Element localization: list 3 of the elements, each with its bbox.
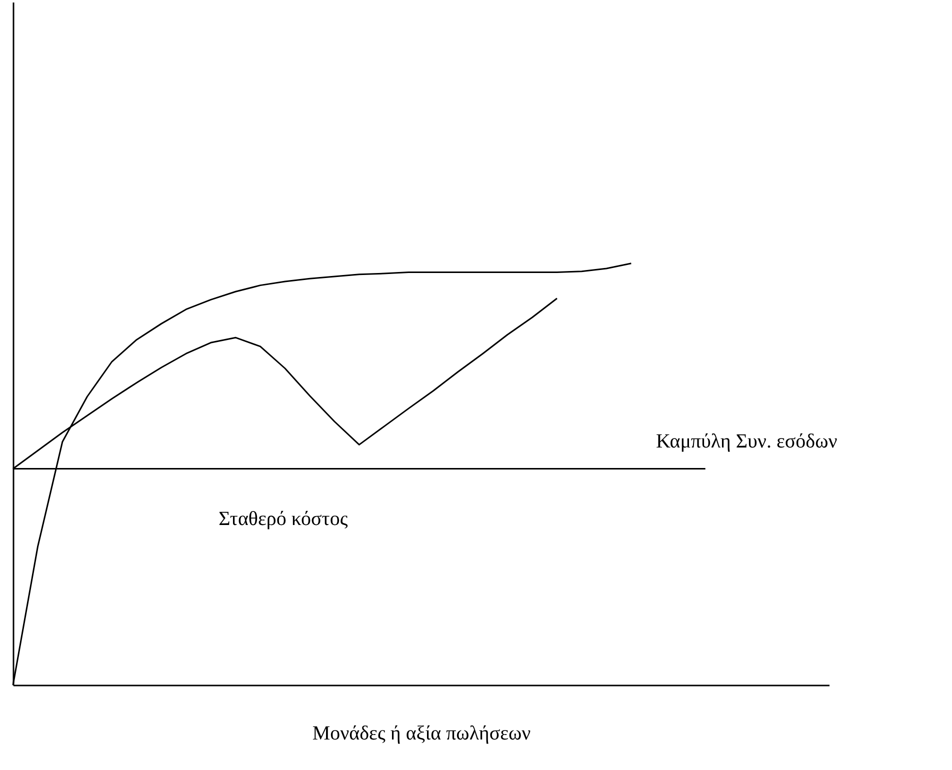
x-axis-title: Μονάδες ή αξία πωλήσεων: [312, 722, 531, 744]
annotation: Καμπύλη Συν. εσόδων: [656, 430, 838, 453]
annotation: Σταθερό κόστος: [218, 508, 348, 530]
